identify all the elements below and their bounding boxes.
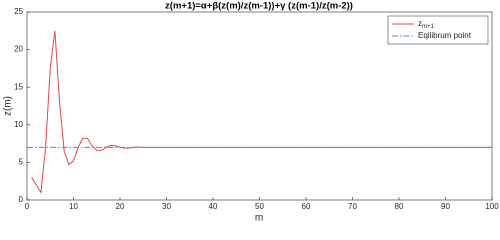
x-tick-label: 80 — [395, 202, 404, 211]
y-tick-label: 10 — [14, 120, 23, 129]
chart: z(m+1)=α+β(z(m)/z(m-1))+γ (z(m-1)/z(m-2)… — [2, 0, 500, 224]
x-axis-label: m — [255, 213, 263, 224]
x-tick-label: 40 — [209, 202, 218, 211]
x-tick-label: 70 — [348, 202, 357, 211]
x-tick-label: 100 — [485, 202, 499, 211]
legend-label: Eqilibrum point — [418, 31, 472, 40]
legend-label: zm+1 — [418, 19, 435, 29]
y-tick-label: 5 — [19, 158, 24, 167]
x-tick-label: 20 — [116, 202, 125, 211]
x-tick-label: 60 — [302, 202, 311, 211]
x-tick-label: 50 — [255, 202, 264, 211]
x-tick-label: 30 — [162, 202, 171, 211]
x-tick-label: 90 — [441, 202, 450, 211]
legend-box — [387, 15, 489, 45]
y-tick-label: 15 — [14, 82, 23, 91]
y-tick-label: 20 — [14, 45, 23, 54]
y-tick-label: 0 — [19, 195, 24, 204]
chart-title: z(m+1)=α+β(z(m)/z(m-1))+γ (z(m-1)/z(m-2)… — [165, 1, 353, 12]
x-tick-label: 10 — [69, 202, 78, 211]
y-axis-label: z(m) — [3, 96, 14, 116]
y-tick-label: 25 — [14, 7, 23, 16]
x-tick-label: 0 — [25, 202, 30, 211]
